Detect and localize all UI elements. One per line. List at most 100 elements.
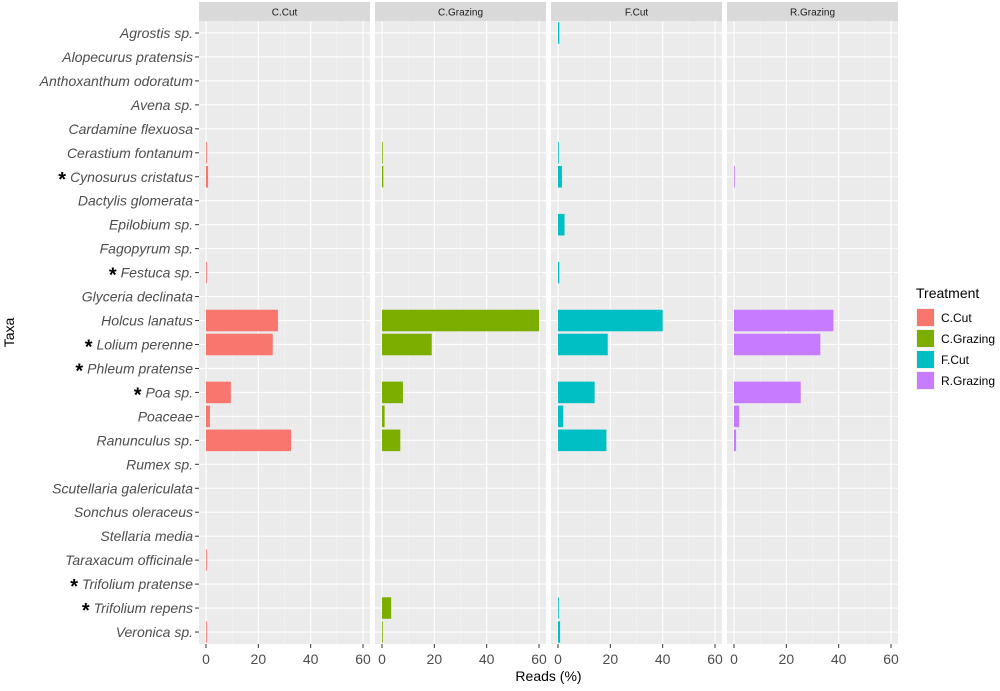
significance-asterisk: * bbox=[134, 384, 142, 406]
y-tick-label-alopecurus-pratensis: Alopecurus pratensis bbox=[61, 49, 193, 65]
facet-strip-f-cut bbox=[551, 2, 722, 21]
x-axis-title: Reads (%) bbox=[515, 668, 581, 684]
facet-strip-c-cut bbox=[199, 2, 370, 21]
legend-key-c-cut bbox=[917, 309, 934, 326]
legend-title: Treatment bbox=[916, 285, 979, 301]
bar-r-grazing-ranunculus-sp bbox=[734, 429, 737, 452]
y-tick-label-agrostis-sp: Agrostis sp. bbox=[119, 25, 193, 41]
x-tick-label: 40 bbox=[479, 651, 495, 667]
x-tick-label: 40 bbox=[303, 651, 319, 667]
y-tick-label-festuca-sp: Festuca sp. bbox=[121, 265, 193, 281]
y-tick-label-poa-sp: Poa sp. bbox=[146, 384, 193, 400]
bar-f-cut-holcus-lanatus bbox=[558, 309, 663, 332]
y-tick-label-taraxacum-officinale: Taraxacum officinale bbox=[65, 552, 193, 568]
bar-r-grazing-poaceae bbox=[734, 405, 740, 428]
facet-strip-label: R.Grazing bbox=[790, 8, 835, 19]
x-tick-label: 20 bbox=[251, 651, 267, 667]
y-tick-label-trifolium-repens: Trifolium repens bbox=[94, 600, 193, 616]
x-tick-label: 20 bbox=[603, 651, 619, 667]
x-tick-label: 60 bbox=[355, 651, 371, 667]
bar-f-cut-festuca-sp bbox=[558, 261, 560, 284]
y-tick-label-veronica-sp: Veronica sp. bbox=[116, 624, 193, 640]
facet-strip-c-grazing bbox=[375, 2, 546, 21]
legend-label-c-grazing: C.Grazing bbox=[941, 332, 995, 346]
bar-c-cut-poaceae bbox=[206, 405, 210, 428]
legend-label-f-cut: F.Cut bbox=[941, 353, 970, 367]
x-tick-label: 60 bbox=[883, 651, 899, 667]
x-tick-label: 0 bbox=[730, 651, 738, 667]
bar-r-grazing-lolium-perenne bbox=[734, 333, 821, 356]
bar-c-cut-cynosurus-cristatus bbox=[206, 165, 209, 188]
y-tick-label-cerastium-fontanum: Cerastium fontanum bbox=[67, 145, 193, 161]
significance-asterisk: * bbox=[109, 265, 117, 287]
y-tick-label-phleum-pratense: Phleum pratense bbox=[87, 360, 193, 376]
bar-r-grazing-poa-sp bbox=[734, 381, 801, 404]
bar-c-grazing-poaceae bbox=[382, 405, 385, 428]
bar-f-cut-poa-sp bbox=[558, 381, 595, 404]
bar-f-cut-cerastium-fontanum bbox=[558, 142, 559, 164]
significance-asterisk: * bbox=[58, 169, 66, 191]
x-tick-label: 60 bbox=[707, 651, 723, 667]
bar-c-cut-lolium-perenne bbox=[206, 333, 273, 356]
y-tick-label-rumex-sp: Rumex sp. bbox=[126, 456, 193, 472]
x-tick-label: 40 bbox=[655, 651, 671, 667]
y-tick-label-anthoxanthum-odoratum: Anthoxanthum odoratum bbox=[39, 73, 194, 89]
bar-c-grazing-trifolium-repens bbox=[382, 597, 392, 619]
y-tick-label-avena-sp: Avena sp. bbox=[130, 97, 193, 113]
facet-strip-r-grazing bbox=[727, 2, 898, 21]
legend-label-c-cut: C.Cut bbox=[941, 311, 972, 325]
y-tick-label-cardamine-flexuosa: Cardamine flexuosa bbox=[68, 121, 193, 137]
x-tick-label: 40 bbox=[831, 651, 847, 667]
y-tick-label-trifolium-pratense: Trifolium pratense bbox=[82, 576, 193, 592]
bar-c-grazing-lolium-perenne bbox=[382, 333, 432, 356]
y-tick-label-stellaria-media: Stellaria media bbox=[100, 528, 193, 544]
bar-f-cut-agrostis-sp bbox=[558, 22, 560, 44]
x-tick-label: 20 bbox=[779, 651, 795, 667]
x-tick-label: 0 bbox=[202, 651, 210, 667]
y-tick-label-lolium-perenne: Lolium perenne bbox=[96, 336, 193, 352]
x-tick-label: 0 bbox=[378, 651, 386, 667]
legend-label-r-grazing: R.Grazing bbox=[941, 374, 995, 388]
bar-c-cut-veronica-sp bbox=[206, 621, 207, 643]
legend-key-c-grazing bbox=[917, 330, 934, 347]
bar-r-grazing-holcus-lanatus bbox=[734, 309, 834, 332]
bar-c-grazing-cerastium-fontanum bbox=[382, 142, 383, 164]
significance-asterisk: * bbox=[85, 336, 93, 358]
y-tick-label-ranunculus-sp: Ranunculus sp. bbox=[96, 432, 193, 448]
y-tick-label-sonchus-oleraceus: Sonchus oleraceus bbox=[74, 504, 193, 520]
bar-f-cut-veronica-sp bbox=[558, 621, 561, 643]
bar-c-cut-festuca-sp bbox=[206, 261, 207, 284]
facet-strip-label: C.Cut bbox=[272, 8, 298, 19]
bar-c-grazing-veronica-sp bbox=[382, 621, 383, 643]
bar-c-cut-cerastium-fontanum bbox=[206, 142, 207, 164]
x-tick-label: 0 bbox=[554, 651, 562, 667]
y-tick-label-cynosurus-cristatus: Cynosurus cristatus bbox=[70, 169, 193, 185]
y-tick-label-poaceae: Poaceae bbox=[138, 408, 193, 424]
facet-strip-label: F.Cut bbox=[625, 8, 649, 19]
bar-f-cut-poaceae bbox=[558, 405, 564, 428]
bar-c-cut-ranunculus-sp bbox=[206, 429, 292, 452]
bar-c-cut-taraxacum-officinale bbox=[206, 549, 207, 571]
bar-r-grazing-cynosurus-cristatus bbox=[734, 165, 735, 188]
bar-c-grazing-ranunculus-sp bbox=[382, 429, 401, 452]
significance-asterisk: * bbox=[82, 600, 90, 622]
legend-key-r-grazing bbox=[917, 372, 934, 389]
bar-c-cut-holcus-lanatus bbox=[206, 309, 278, 332]
facet-strip-label: C.Grazing bbox=[438, 8, 483, 19]
bar-f-cut-epilobium-sp bbox=[558, 213, 565, 236]
bar-c-cut-poa-sp bbox=[206, 381, 231, 404]
x-tick-label: 20 bbox=[427, 651, 443, 667]
y-tick-label-scutellaria-galericulata: Scutellaria galericulata bbox=[52, 480, 193, 496]
bar-f-cut-cynosurus-cristatus bbox=[558, 165, 562, 188]
y-tick-label-fagopyrum-sp: Fagopyrum sp. bbox=[100, 241, 193, 257]
bar-f-cut-ranunculus-sp bbox=[558, 429, 607, 452]
bar-c-grazing-cynosurus-cristatus bbox=[382, 165, 384, 188]
x-tick-label: 60 bbox=[531, 651, 547, 667]
bar-f-cut-lolium-perenne bbox=[558, 333, 608, 356]
significance-asterisk: * bbox=[70, 576, 78, 598]
bar-f-cut-trifolium-repens bbox=[558, 597, 559, 619]
legend-key-f-cut bbox=[917, 351, 934, 368]
y-tick-label-epilobium-sp: Epilobium sp. bbox=[109, 217, 193, 233]
bar-c-grazing-holcus-lanatus bbox=[382, 309, 539, 332]
y-tick-label-dactylis-glomerata: Dactylis glomerata bbox=[78, 193, 193, 209]
